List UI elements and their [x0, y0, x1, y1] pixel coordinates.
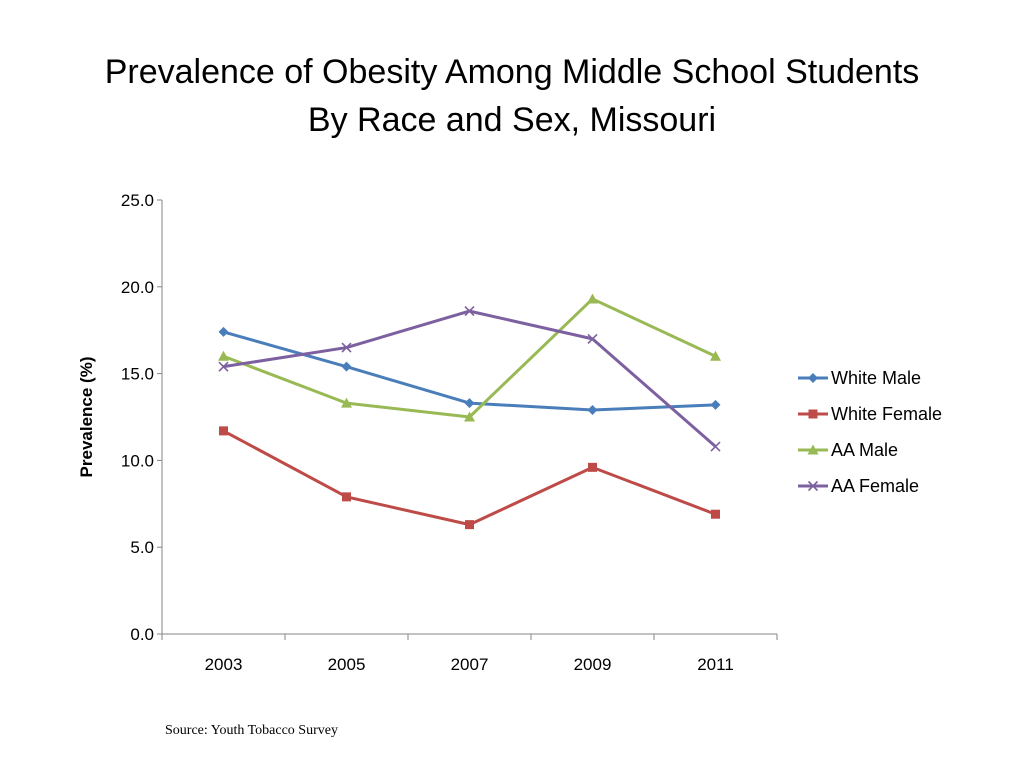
source-note: Source: Youth Tobacco Survey: [165, 723, 338, 738]
data-point-white-male: [464, 398, 475, 409]
data-point-white-female: [342, 492, 351, 502]
x-tick-label: 2007: [451, 655, 489, 674]
y-axis-title: Prevalence (%): [77, 357, 96, 478]
data-point-white-male: [218, 326, 229, 337]
legend-marker-white-female: [808, 409, 818, 419]
data-point-aa-male: [710, 350, 721, 361]
x-tick-label: 2005: [328, 655, 366, 674]
legend-marker-aa-male: [807, 444, 819, 455]
series-line-white-female: [222, 429, 717, 527]
y-tick-label: 20.0: [121, 278, 154, 297]
data-point-aa-male: [341, 397, 352, 408]
legend-label-aa-male: AA Male: [831, 440, 898, 460]
chart-title: Prevalence of Obesity Among Middle Schoo…: [0, 48, 1024, 144]
data-point-aa-female: [587, 333, 598, 344]
data-point-aa-female: [341, 342, 352, 353]
y-tick-label: 25.0: [121, 191, 154, 210]
data-point-white-female: [465, 520, 474, 530]
data-point-white-male: [587, 405, 598, 416]
chart-title-line-1: Prevalence of Obesity Among Middle Schoo…: [104, 53, 920, 91]
legend-marker-white-male: [808, 373, 818, 383]
y-tick-label: 15.0: [121, 365, 154, 384]
data-point-aa-female: [464, 306, 475, 317]
data-point-aa-male: [218, 350, 229, 361]
chart-title-line-2: By Race and Sex, Missouri: [307, 101, 717, 139]
legend-label-white-female: White Female: [831, 404, 942, 424]
x-tick-label: 2009: [574, 655, 612, 674]
data-point-white-female: [219, 426, 228, 436]
data-point-white-male: [341, 361, 352, 372]
y-tick-label: 0.0: [130, 625, 154, 644]
data-point-aa-female: [218, 361, 229, 372]
data-point-aa-male: [587, 293, 598, 304]
legend-label-aa-female: AA Female: [831, 476, 919, 496]
legend-label-white-male: White Male: [831, 368, 921, 388]
data-point-aa-male: [464, 411, 475, 422]
y-tick-label: 10.0: [121, 451, 154, 470]
data-point-white-female: [711, 509, 720, 519]
data-point-aa-female: [710, 441, 721, 452]
y-tick-label: 5.0: [130, 538, 154, 557]
data-point-white-male: [710, 399, 721, 410]
legend-marker-aa-female: [807, 480, 819, 492]
x-tick-label: 2003: [205, 655, 243, 674]
series-line-aa-female: [223, 309, 717, 448]
x-tick-label: 2011: [697, 655, 734, 674]
data-point-white-female: [588, 462, 597, 472]
